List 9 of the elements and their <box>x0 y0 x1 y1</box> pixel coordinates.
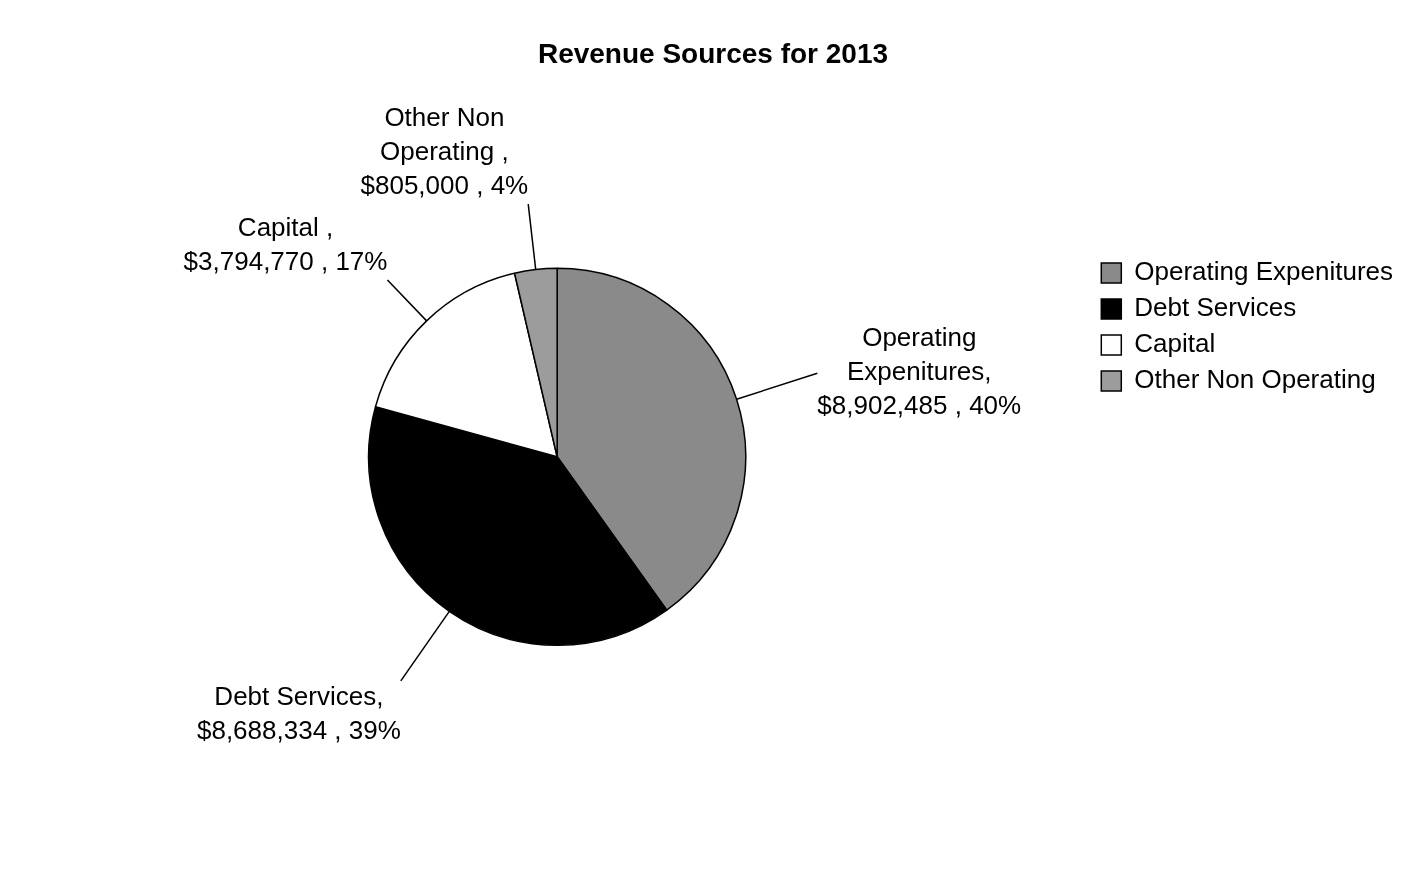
data-label: Capital , $3,794,770 , 17% <box>183 212 388 277</box>
legend-label: Other Non Operating <box>1134 364 1376 395</box>
legend-label: Debt Services <box>1134 292 1297 323</box>
data-label: Other Non Operating , $805,000 , 4% <box>360 102 529 201</box>
data-label: Debt Services, $8,688,334 , 39% <box>196 681 401 746</box>
legend-label: Operating Expenitures <box>1134 256 1394 287</box>
chart-title: Revenue Sources for 2013 <box>537 37 889 69</box>
legend-label: Capital <box>1134 328 1216 359</box>
data-label: Operating Expenitures, $8,902,485 , 40% <box>817 322 1022 421</box>
